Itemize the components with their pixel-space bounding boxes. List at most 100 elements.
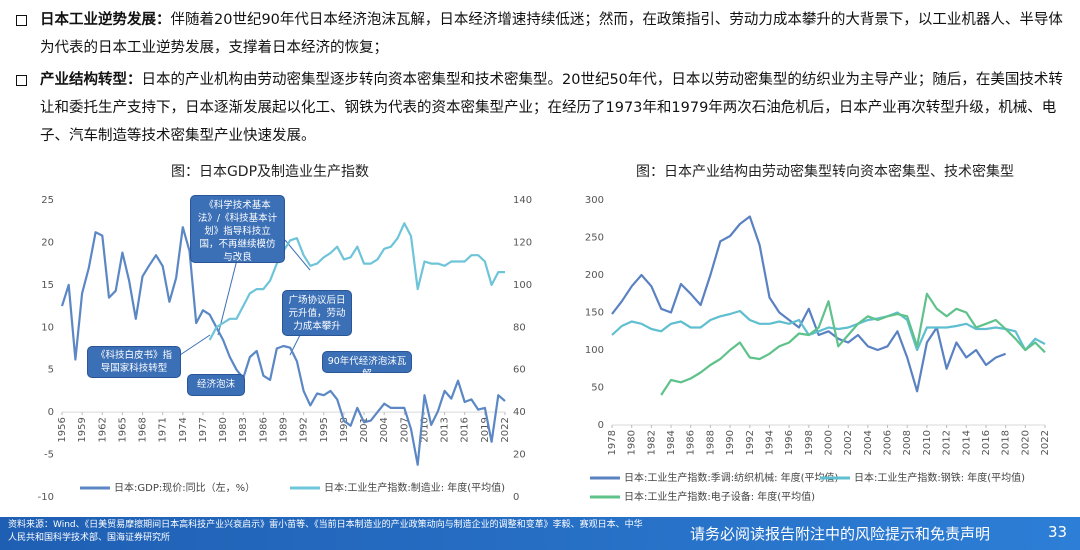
x-tick-label: 2010 — [922, 430, 933, 455]
y-tick-label: 5 — [48, 365, 54, 376]
connector — [179, 334, 211, 356]
bullet-label: 产业结构转型： — [40, 72, 142, 88]
x-tick-label: 1959 — [77, 417, 88, 442]
x-tick-label: 2004 — [379, 417, 390, 442]
x-tick-label: 1980 — [218, 417, 229, 442]
x-tick-label: 2012 — [942, 430, 953, 455]
x-tick-label: 2004 — [863, 430, 874, 455]
x-tick-label: 2008 — [902, 430, 913, 455]
x-tick-label: 1980 — [627, 430, 638, 455]
y-tick-label: -10 — [38, 492, 54, 503]
x-tick-label: 2016 — [981, 430, 992, 455]
y2-tick-label: 20 — [513, 450, 526, 461]
x-tick-label: 1988 — [705, 430, 716, 455]
y-tick-label: 20 — [41, 237, 54, 248]
x-tick-label: 2022 — [1040, 430, 1051, 455]
series-line — [60, 226, 506, 466]
chart-title: 图：日本GDP及制造业生产指数 — [171, 164, 369, 180]
x-tick-label: 2018 — [1001, 430, 1012, 455]
series-line — [660, 292, 1046, 396]
x-tick-label: 2020 — [1020, 430, 1031, 455]
x-tick-label: 1977 — [198, 417, 209, 442]
bullet: 日本工业逆势发展：伴随着20世纪90年代日本经济泡沫瓦解，日本经济增速持续低迷；… — [14, 6, 1064, 62]
x-tick-label: 1982 — [646, 430, 657, 455]
source: 资料来源：Wind、《日美贸易摩擦期间日本高科技产业兴衰启示》雷小苗等、《当前日… — [8, 520, 643, 543]
x-tick-label: 1995 — [319, 417, 330, 442]
annotation: 经济泡沫 — [187, 374, 245, 396]
x-tick-label: 1974 — [178, 417, 189, 442]
x-tick-label: 1996 — [784, 430, 795, 455]
annotation: 《科技白皮书》指导国家科技转型 — [87, 346, 181, 378]
y2-tick-label: 140 — [513, 195, 532, 206]
y-tick-label: 0 — [48, 407, 54, 418]
bullet-text: 伴随着20世纪90年代日本经济泡沫瓦解，日本经济增速持续低迷；然而，在政策指引、… — [40, 12, 1063, 56]
y-tick-label: 200 — [585, 270, 604, 281]
x-tick-label: 1956 — [57, 417, 68, 442]
legend-label: 日本:工业生产指数:制造业: 年度(平均值) — [324, 481, 505, 494]
x-tick-label: 2019 — [480, 417, 491, 442]
x-tick-label: 1986 — [258, 417, 269, 442]
y2-tick-label: 80 — [513, 322, 526, 333]
x-tick-label: 2010 — [419, 417, 430, 442]
legend-label: 日本:工业生产指数:电子设备: 年度(平均值) — [624, 490, 815, 503]
x-tick-label: 2022 — [500, 417, 511, 442]
x-tick-label: 1998 — [804, 430, 815, 455]
x-tick-label: 1984 — [666, 430, 677, 455]
bullet: 产业结构转型：日本的产业机构由劳动密集型逐步转向资本密集型和技术密集型。20世纪… — [14, 66, 1064, 150]
y-tick-label: 0 — [598, 420, 604, 431]
y-tick-label: 250 — [585, 233, 604, 244]
annotation: 广场协议后日元升值，劳动力成本攀升 — [282, 290, 352, 336]
bullets: 日本工业逆势发展：伴随着20世纪90年代日本经济泡沫瓦解，日本经济增速持续低迷；… — [14, 6, 1064, 150]
connector — [284, 239, 311, 271]
x-tick-label: 1986 — [686, 430, 697, 455]
legend-label: 日本:GDP:现价:同比（左，%） — [114, 481, 255, 494]
bullet-text: 日本的产业机构由劳动密集型逐步转向资本密集型和技术密集型。20世纪50年代，日本… — [40, 72, 1063, 144]
y-tick-label: 15 — [41, 280, 54, 291]
y2-tick-label: 0 — [513, 492, 519, 503]
y-tick-label: -5 — [44, 450, 54, 461]
y-tick-label: 150 — [585, 308, 604, 319]
x-tick-label: 2016 — [460, 417, 471, 442]
legend-label: 日本:工业生产指数:钢铁: 年度(平均值) — [854, 471, 1025, 484]
y2-tick-label: 40 — [513, 407, 526, 418]
charts: 图：日本GDP及制造业生产指数-10-505101520250204060801… — [38, 163, 1051, 503]
x-tick-label: 2006 — [883, 430, 894, 455]
x-tick-label: 1990 — [725, 430, 736, 455]
y-tick-label: 100 — [585, 345, 604, 356]
x-tick-label: 2001 — [359, 417, 370, 442]
x-tick-label: 1968 — [138, 417, 149, 442]
y-tick-label: 25 — [41, 195, 54, 206]
x-tick-label: 1983 — [238, 417, 249, 442]
x-tick-label: 2007 — [399, 417, 410, 442]
legend-label: 日本:工业生产指数:季调:纺织机械: 年度(平均值) — [624, 471, 839, 484]
series-line — [208, 222, 505, 341]
y-tick-label: 300 — [585, 195, 604, 206]
x-tick-label: 1971 — [158, 417, 169, 442]
x-tick-label: 1992 — [299, 417, 310, 442]
series-line — [611, 309, 1046, 352]
y2-tick-label: 60 — [513, 365, 526, 376]
y2-tick-label: 120 — [513, 237, 532, 248]
y-tick-label: 50 — [591, 383, 604, 394]
x-tick-label: 2014 — [961, 430, 972, 455]
annotation: 90年代经济泡沫瓦解 — [322, 351, 412, 380]
disclaimer: 请务必阅读报告附注中的风险提示和免责声明 — [690, 525, 991, 543]
x-tick-label: 1965 — [117, 417, 128, 442]
bullet-label: 日本工业逆势发展： — [40, 12, 171, 28]
y-tick-label: 10 — [41, 322, 54, 333]
y2-tick-label: 100 — [513, 280, 532, 291]
footer: 资料来源：Wind、《日美贸易摩擦期间日本高科技产业兴衰启示》雷小苗等、《当前日… — [0, 517, 1080, 550]
x-tick-label: 2002 — [843, 430, 854, 455]
x-tick-label: 1978 — [607, 430, 618, 455]
chart-title: 图：日本产业结构由劳动密集型转向资本密集型、技术密集型 — [636, 163, 1014, 180]
x-tick-label: 2000 — [824, 430, 835, 455]
x-tick-label: 1998 — [339, 417, 350, 442]
x-tick-label: 2013 — [440, 417, 451, 442]
x-tick-label: 1989 — [279, 417, 290, 442]
x-tick-label: 1992 — [745, 430, 756, 455]
annotation: 《科学技术基本法》/《科技基本计划》指导科技立国，不再继续模仿与改良 — [190, 195, 285, 263]
x-tick-label: 1994 — [764, 430, 775, 455]
series-line — [611, 215, 1006, 393]
x-tick-label: 1962 — [97, 417, 108, 442]
